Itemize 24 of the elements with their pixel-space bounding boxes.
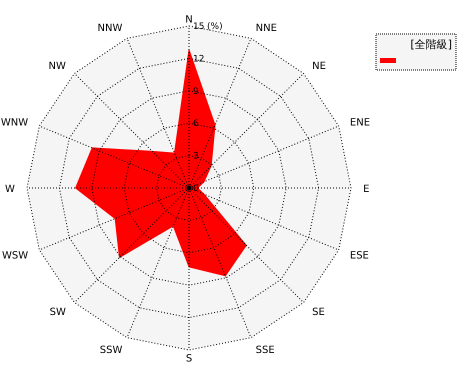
spoke-label: SE — [312, 307, 325, 318]
spoke-label: ENE — [350, 117, 370, 128]
spoke-label: SSE — [256, 344, 275, 356]
spoke-label: S — [186, 353, 192, 364]
spoke-label: SW — [50, 307, 66, 318]
y-tick-label: 12 — [193, 54, 204, 64]
spoke-label: NNW — [97, 23, 122, 34]
spoke-label: SSW — [100, 344, 122, 356]
spoke-label: E — [363, 184, 370, 195]
spoke-label: NW — [48, 60, 66, 72]
spoke-label: WNW — [0, 117, 28, 128]
y-tick-label: 15 — [193, 22, 204, 32]
spoke-label: ESE — [350, 250, 369, 262]
y-tick-label: 6 — [193, 119, 199, 130]
spoke-label: NNE — [256, 23, 277, 34]
spoke-label: NE — [312, 60, 326, 72]
spoke-label: WSW — [2, 250, 28, 262]
text: (%) — [207, 22, 223, 32]
y-tick-label: 0 — [193, 184, 199, 194]
legend: [全階級] — [376, 34, 456, 70]
y-tick-label: 3 — [193, 152, 199, 162]
spoke-label: W — [4, 184, 15, 195]
spoke-label: N — [185, 14, 193, 26]
y-tick-label: 9 — [193, 86, 199, 97]
